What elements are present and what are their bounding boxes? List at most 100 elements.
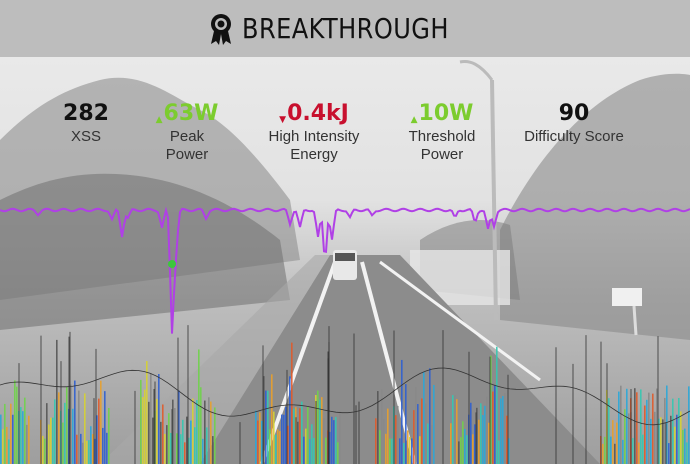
- power-bar: [490, 355, 492, 464]
- power-bar: [293, 408, 295, 464]
- power-bar: [166, 425, 168, 464]
- power-bar: [158, 374, 160, 464]
- power-bar: [614, 443, 616, 464]
- page-title: BREAKTHROUGH: [241, 12, 449, 45]
- power-bar: [162, 404, 164, 464]
- terrain-envelope-line: [0, 367, 690, 426]
- power-bar: [168, 413, 170, 464]
- power-bar: [654, 411, 656, 464]
- power-bar: [180, 434, 182, 464]
- power-bar: [381, 389, 383, 464]
- peak-marker: [168, 260, 176, 268]
- power-bar: [160, 421, 162, 464]
- power-bar: [431, 425, 433, 464]
- power-bar: [502, 396, 504, 464]
- power-bar: [259, 412, 261, 464]
- power-bar: [206, 427, 208, 464]
- power-bar: [415, 387, 417, 464]
- app-header: BREAKTHROUGH: [0, 0, 690, 57]
- power-bar: [650, 418, 652, 464]
- power-bar: [267, 390, 269, 464]
- power-bar: [429, 368, 431, 464]
- power-bar: [299, 408, 301, 464]
- metric-value: 63W: [163, 101, 219, 126]
- metric-xss: 282 XSS: [21, 100, 151, 146]
- power-bar: [458, 441, 460, 464]
- power-bar: [172, 399, 174, 464]
- metric-label: Peak Power: [165, 128, 209, 163]
- power-bar: [90, 426, 92, 464]
- power-bar: [684, 428, 686, 464]
- power-bar: [329, 431, 331, 464]
- metrics-row: 282 XSS ▲63W Peak Power ▼0.4kJ High Inte…: [0, 100, 690, 170]
- power-bar: [452, 395, 454, 464]
- power-bar: [70, 384, 72, 464]
- power-bar: [405, 384, 407, 464]
- power-bar: [285, 406, 287, 464]
- power-bar: [277, 429, 279, 464]
- power-bar: [182, 419, 184, 464]
- power-bar: [333, 420, 335, 464]
- power-bar: [498, 440, 500, 464]
- metric-peak-power: ▲63W Peak Power: [122, 100, 252, 164]
- power-bar: [309, 439, 311, 464]
- power-bar: [291, 342, 293, 464]
- power-bar: [261, 420, 263, 464]
- power-bar: [634, 388, 636, 464]
- power-bar: [311, 424, 313, 464]
- power-bar: [76, 434, 78, 464]
- power-bar: [140, 379, 142, 464]
- power-bar: [156, 398, 158, 464]
- power-bar: [0, 414, 2, 464]
- power-bar: [331, 416, 333, 464]
- power-bar: [618, 391, 620, 464]
- power-bar: [12, 414, 14, 464]
- power-bars: [0, 325, 690, 464]
- power-bar: [54, 399, 56, 464]
- trend-down-icon: ▼: [279, 115, 287, 125]
- power-bar: [184, 442, 186, 464]
- power-bar: [214, 407, 216, 464]
- power-bar: [409, 436, 411, 464]
- power-bar: [604, 436, 606, 464]
- power-bar: [100, 380, 102, 464]
- power-bar: [476, 407, 478, 464]
- power-bar: [474, 424, 476, 464]
- power-bar: [456, 399, 458, 464]
- trend-up-icon: ▲: [155, 115, 163, 125]
- power-bar: [464, 428, 466, 464]
- power-bar: [319, 399, 321, 464]
- power-bar: [454, 395, 456, 464]
- power-bar: [148, 401, 150, 464]
- power-bar: [480, 403, 482, 464]
- power-bar: [281, 414, 283, 464]
- power-bar: [688, 386, 690, 464]
- power-bar: [202, 438, 204, 464]
- metric-value: 10W: [418, 101, 474, 126]
- power-bar: [646, 399, 648, 464]
- power-bar: [98, 398, 100, 464]
- power-bar: [433, 384, 435, 464]
- power-bar: [80, 433, 82, 464]
- power-bar: [385, 433, 387, 464]
- power-bar: [638, 442, 640, 464]
- power-bar: [417, 404, 419, 464]
- power-bar: [610, 436, 612, 464]
- power-bar: [46, 403, 48, 464]
- power-bar: [500, 398, 502, 464]
- power-bar: [608, 398, 610, 464]
- power-bar: [8, 439, 10, 464]
- power-bar: [670, 415, 672, 464]
- power-bar: [472, 434, 474, 464]
- power-bar: [78, 390, 80, 464]
- power-bar: [6, 426, 8, 464]
- power-bar: [317, 390, 319, 464]
- power-bar: [375, 418, 377, 464]
- power-bar: [82, 442, 84, 464]
- power-bar: [210, 401, 212, 464]
- power-bar: [2, 429, 4, 464]
- metric-label: High Intensity Energy: [268, 128, 360, 163]
- power-bar: [48, 424, 50, 464]
- power-bar: [672, 398, 674, 464]
- power-bar: [94, 438, 96, 464]
